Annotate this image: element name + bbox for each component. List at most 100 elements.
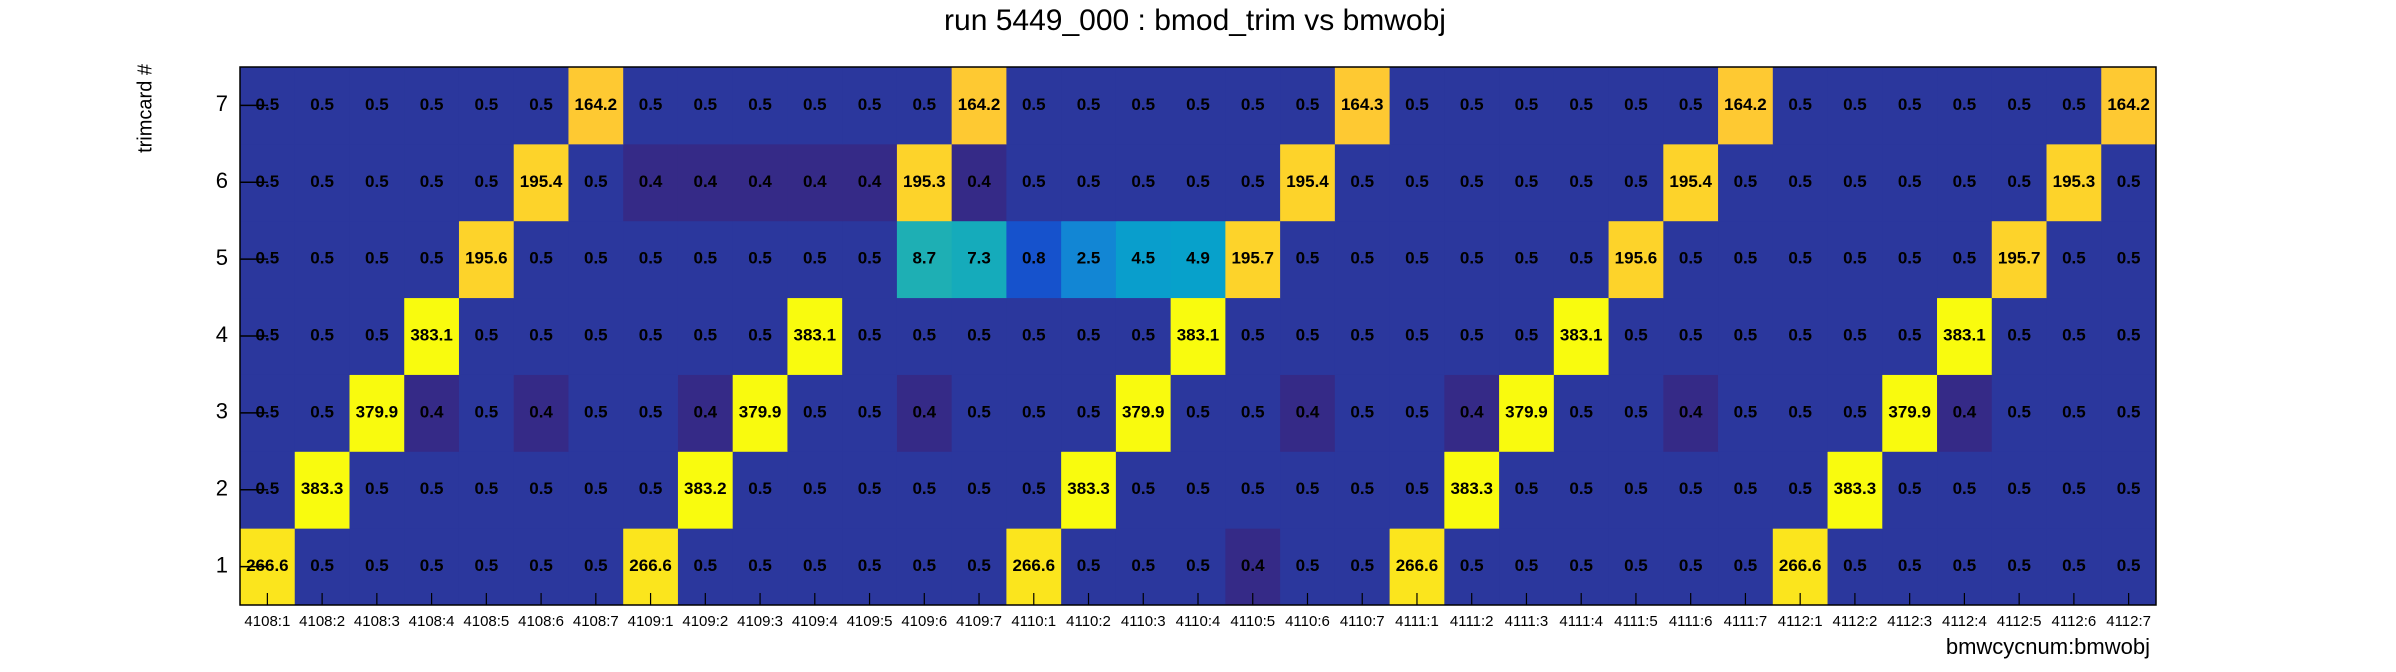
cell-label: 383.1 <box>794 325 837 344</box>
cell <box>1937 143 1993 222</box>
cell-label: 0.5 <box>1843 325 1867 344</box>
cell <box>787 220 843 299</box>
cell-label: 0.4 <box>693 402 717 421</box>
cell-label: 2.5 <box>1077 249 1101 268</box>
cell-label: 0.5 <box>1022 325 1046 344</box>
cell <box>1225 297 1281 375</box>
cell-label: 0.5 <box>256 479 280 498</box>
cell <box>1663 67 1719 145</box>
cell <box>951 220 1007 299</box>
y-tick-label: 7 <box>216 91 228 116</box>
cell-label: 0.5 <box>365 249 389 268</box>
cell-label: 0.5 <box>693 95 717 114</box>
cell-label: 0.5 <box>1131 172 1155 191</box>
cell-label: 0.5 <box>1569 479 1593 498</box>
cell <box>951 67 1007 145</box>
cell-label: 0.5 <box>584 172 608 191</box>
cell <box>1718 143 1774 222</box>
cell <box>294 297 350 375</box>
cell-label: 0.5 <box>1788 95 1812 114</box>
cell <box>458 143 515 222</box>
x-tick-label: 4112:6 <box>2052 613 2097 630</box>
cell-label: 0.5 <box>420 95 444 114</box>
cell-label: 0.5 <box>1460 249 1484 268</box>
cell-label: 0.5 <box>1296 325 1320 344</box>
cell <box>896 67 953 145</box>
cell-label: 0.5 <box>529 325 553 344</box>
cell-label: 0.5 <box>1624 172 1648 191</box>
cell-label: 0.5 <box>584 402 608 421</box>
cell <box>1389 528 1445 606</box>
cell-label: 0.5 <box>310 249 334 268</box>
cell-label: 0.5 <box>1186 556 1210 575</box>
cell <box>349 297 405 375</box>
cell-label: 0.5 <box>256 325 280 344</box>
cell-label: 0.5 <box>803 556 827 575</box>
cell-label: 0.5 <box>1569 402 1593 421</box>
cell-label: 0.5 <box>256 402 280 421</box>
cell-label: 0.5 <box>584 249 608 268</box>
cell <box>1115 374 1172 452</box>
cell-label: 0.5 <box>1679 95 1703 114</box>
cell <box>1663 528 1719 606</box>
cell <box>1225 451 1281 529</box>
cell-label: 0.5 <box>1022 95 1046 114</box>
cell-label: 195.4 <box>520 172 563 191</box>
cell-label: 164.3 <box>1341 95 1384 114</box>
cell <box>787 451 843 529</box>
cell-label: 0.5 <box>365 95 389 114</box>
cell <box>1827 528 1883 606</box>
cell <box>1389 220 1445 299</box>
cell <box>896 451 953 529</box>
cell <box>2101 374 2157 452</box>
cell <box>1882 220 1938 299</box>
cell-label: 0.5 <box>2007 325 2031 344</box>
cell <box>623 451 679 529</box>
cell <box>1170 374 1226 452</box>
cell-label: 0.5 <box>529 249 553 268</box>
cell-label: 0.5 <box>1734 172 1758 191</box>
cell <box>1608 220 1664 299</box>
cell-label: 266.6 <box>246 556 289 575</box>
x-tick-label: 4112:2 <box>1833 613 1878 630</box>
x-tick-label: 4110:7 <box>1340 613 1385 630</box>
cell-label: 0.5 <box>1022 479 1046 498</box>
cell-label: 0.5 <box>1350 402 1374 421</box>
cell <box>677 451 734 529</box>
cell-label: 0.5 <box>2117 556 2141 575</box>
x-tick-label: 4112:4 <box>1942 613 1987 630</box>
cell <box>732 67 788 145</box>
cell-label: 0.5 <box>1241 172 1265 191</box>
cell-label: 383.3 <box>1450 479 1493 498</box>
cell <box>1170 451 1226 529</box>
cell-label: 383.1 <box>1177 325 1220 344</box>
cell <box>513 374 569 452</box>
cell-label: 0.5 <box>1788 325 1812 344</box>
cell-label: 0.5 <box>1131 556 1155 575</box>
cell-label: 0.5 <box>1296 95 1320 114</box>
cell-label: 383.1 <box>410 325 453 344</box>
cell-label: 0.5 <box>1460 172 1484 191</box>
cell-label: 0.5 <box>858 95 882 114</box>
x-tick-label: 4110:4 <box>1176 613 1221 630</box>
cell-label: 0.5 <box>310 95 334 114</box>
cell-label: 0.5 <box>1350 556 1374 575</box>
cell-label: 0.5 <box>1350 479 1374 498</box>
cell <box>349 143 405 222</box>
cell-label: 0.5 <box>1515 479 1539 498</box>
cell <box>513 451 569 529</box>
cell <box>1115 451 1172 529</box>
cell <box>1553 67 1610 145</box>
cell-label: 0.5 <box>365 172 389 191</box>
cell <box>677 374 734 452</box>
cell <box>1334 67 1391 145</box>
cell <box>623 374 679 452</box>
cell-label: 0.5 <box>1186 172 1210 191</box>
x-tick-label: 4110:2 <box>1066 613 1111 630</box>
cell-label: 0.5 <box>1186 479 1210 498</box>
y-tick-label: 1 <box>216 552 228 577</box>
cell-label: 195.6 <box>465 249 508 268</box>
cell-label: 0.5 <box>365 556 389 575</box>
cell-label: 0.5 <box>584 325 608 344</box>
cell <box>1444 143 1500 222</box>
